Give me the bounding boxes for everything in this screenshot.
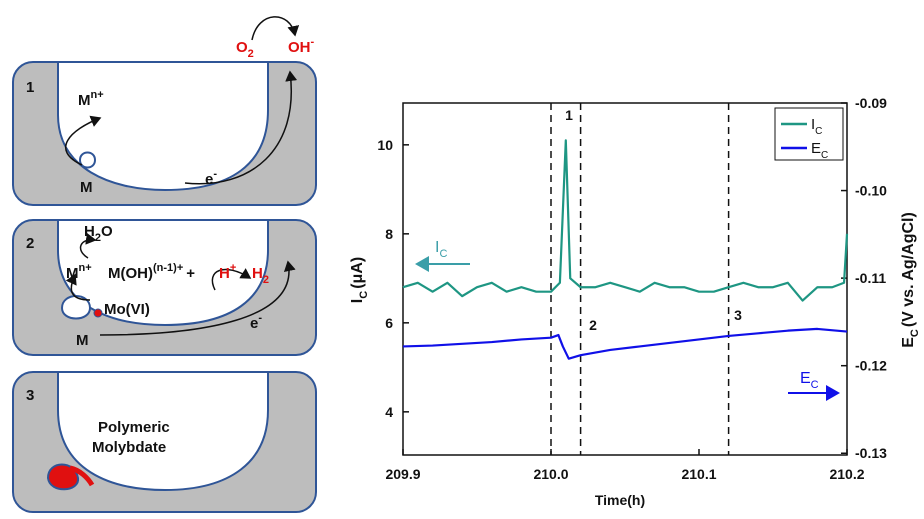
legend-label: EC: [811, 140, 828, 161]
label: O2: [236, 39, 254, 60]
pit: [57, 371, 269, 492]
x-tick-label: 210.2: [829, 466, 864, 482]
y-axis-label: IC(μA): [349, 257, 370, 303]
legend-sub: C: [821, 150, 828, 161]
panel-number: 1: [26, 79, 34, 96]
legend-name: I: [811, 116, 815, 133]
y2-tick-label: -0.13: [855, 445, 887, 461]
arrow: [79, 232, 97, 259]
y-tick-label: 4: [385, 404, 393, 420]
y2-tick-label: -0.11: [855, 270, 886, 286]
chart: Time(h) IC(μA) EC(V vs. Ag/AgCl) 1 2 3 I…: [349, 95, 921, 508]
y-tick-label: 10: [377, 137, 393, 153]
label: H2O: [84, 223, 113, 244]
arrow: [65, 115, 102, 166]
plot-frame: [402, 102, 848, 456]
pit: [57, 219, 269, 327]
label: Mn+: [66, 262, 92, 282]
x-axis-label: Time(h): [595, 492, 645, 508]
panel-number: 2: [26, 235, 34, 252]
label: M: [76, 332, 89, 349]
annotation: 3: [734, 307, 742, 323]
label: M: [80, 179, 93, 196]
label: Molybdate: [92, 439, 166, 456]
deposit: [46, 463, 79, 491]
label: M(OH)(n-1)+ +: [108, 262, 195, 282]
arrow: [184, 70, 298, 185]
label: OH-: [288, 36, 315, 56]
series-line: [402, 327, 848, 360]
arrow: [99, 260, 296, 336]
legend-box: [774, 107, 844, 161]
arrow: [251, 16, 300, 41]
arrow: [65, 273, 91, 301]
x-tick-label: 209.9: [385, 466, 420, 482]
pit: [57, 61, 269, 192]
micro-pit: [78, 151, 97, 169]
panel-number: 3: [26, 387, 34, 404]
label: H2: [252, 265, 269, 286]
label: Mn+: [78, 89, 104, 109]
diagram: 1 Mn+ M e- O2 OH- 2 H2O Mn+ M(OH)(n-1)+ +…: [12, 16, 317, 513]
y2-axis-label: EC(V vs. Ag/AgCl): [900, 212, 921, 348]
y2-tick-label: -0.09: [855, 95, 887, 111]
y-tick-label: 8: [385, 226, 393, 242]
label: H+: [219, 262, 236, 282]
y-tick-label: 6: [385, 315, 393, 331]
series-tag: IC: [435, 239, 447, 260]
legend-sub: C: [815, 126, 822, 137]
label: Polymeric: [98, 419, 170, 436]
annotation: 2: [589, 317, 597, 333]
x-tick-label: 210.1: [681, 466, 716, 482]
micro-pit: [60, 295, 92, 320]
label: e-: [205, 168, 217, 188]
legend-label: IC: [811, 116, 822, 137]
annotation: 1: [565, 107, 573, 123]
series-tag: EC: [800, 370, 819, 391]
series-line: [402, 139, 849, 302]
legend-name: E: [811, 140, 821, 157]
y2-tick-label: -0.12: [855, 358, 887, 374]
x-tick-label: 210.0: [533, 466, 568, 482]
y2-tick-label: -0.10: [855, 183, 887, 199]
label: e-: [250, 312, 262, 332]
label: Mo(VI): [104, 301, 150, 318]
arrow: [211, 268, 252, 291]
molybdenum-site: [93, 308, 103, 318]
deposit: [69, 465, 95, 487]
